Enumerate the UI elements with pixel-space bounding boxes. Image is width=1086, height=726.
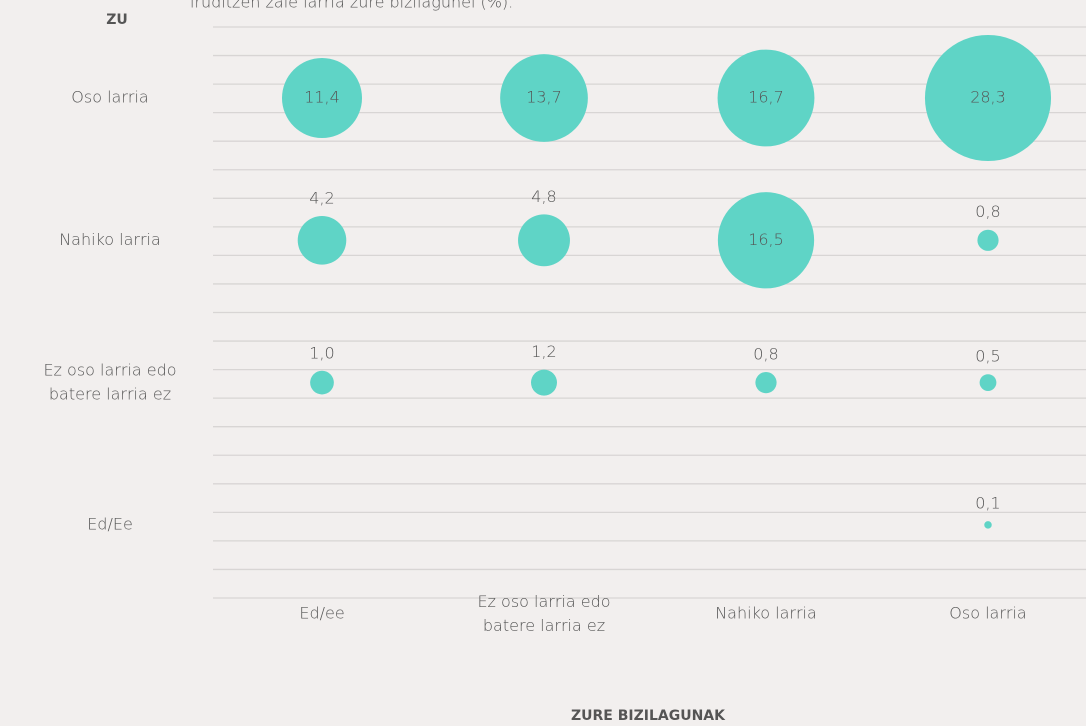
- y-tick-label: Nahiko larria: [59, 230, 161, 249]
- data-label: 0,8: [975, 202, 1000, 221]
- bubble: [310, 370, 334, 395]
- data-label: 0,1: [975, 494, 1000, 513]
- bubble: [979, 374, 997, 391]
- bubble: [977, 229, 999, 251]
- data-label: 11,4: [304, 88, 340, 107]
- bubble: [717, 192, 815, 289]
- chart-subtitle: iruditzen zaie larria zure bizilagunei (…: [190, 0, 513, 12]
- x-tick-label: Nahiko larria: [715, 604, 817, 623]
- bubble: [755, 372, 777, 394]
- x-axis-label: ZURE BIZILAGUNAK: [571, 708, 726, 724]
- bubble: [297, 216, 347, 265]
- bubble: [924, 34, 1052, 162]
- data-label: 16,7: [748, 88, 784, 107]
- data-label: 0,5: [975, 347, 1000, 366]
- bubble: [281, 57, 363, 139]
- bubble: [518, 214, 570, 267]
- x-tick-label: Ez oso larria edo batere larria ez: [477, 592, 610, 635]
- y-tick-label: Ed/Ee: [87, 514, 133, 533]
- y-tick-label: Ez oso larria edo batere larria ez: [43, 360, 176, 403]
- data-label: 0,8: [753, 345, 778, 364]
- data-label: 4,8: [531, 187, 556, 206]
- x-tick-label: Ed/ee: [299, 604, 344, 623]
- bubble: [531, 369, 557, 396]
- y-axis-label: ZU: [106, 12, 128, 28]
- bubble: [984, 521, 992, 529]
- data-label: 1,2: [531, 342, 556, 361]
- x-tick-label: Oso larria: [949, 604, 1026, 623]
- bubble: [717, 49, 815, 147]
- data-label: 28,3: [970, 88, 1006, 107]
- data-label: 1,0: [309, 343, 334, 362]
- data-label: 4,2: [309, 189, 334, 208]
- data-label: 13,7: [526, 88, 562, 107]
- data-label: 16,5: [748, 230, 784, 249]
- bubble: [500, 54, 588, 142]
- y-tick-label: Oso larria: [71, 88, 148, 107]
